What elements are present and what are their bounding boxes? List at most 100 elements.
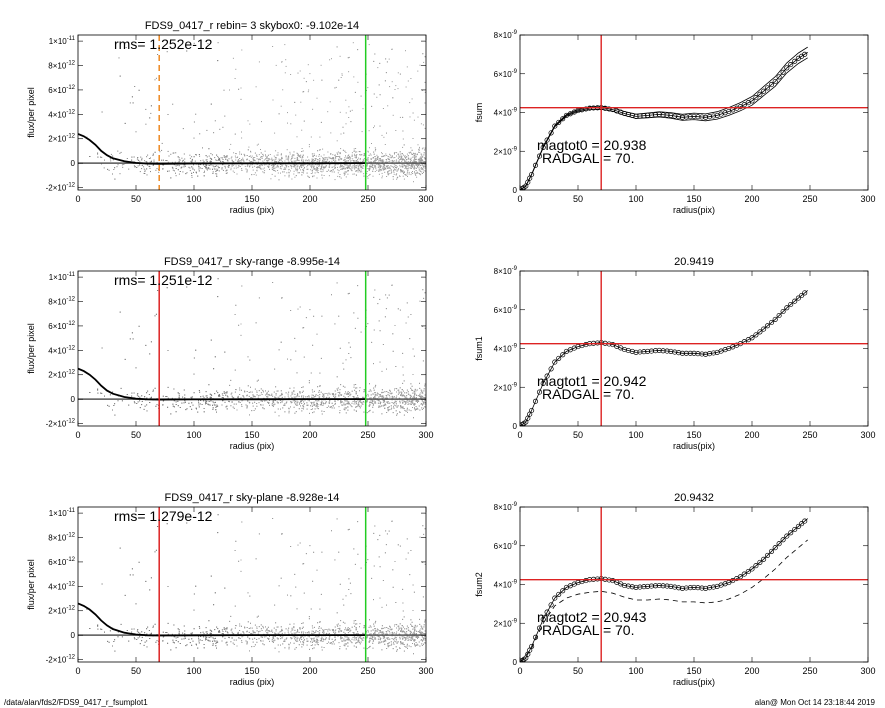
scatter-point (155, 405, 157, 407)
scatter-point (327, 151, 329, 153)
scatter-point (290, 165, 292, 167)
scatter-point (403, 172, 405, 174)
scatter-point (326, 157, 328, 158)
scatter-point (281, 160, 283, 162)
scatter-point (276, 165, 278, 167)
scatter-point (271, 173, 273, 175)
scatter-point (293, 390, 295, 392)
scatter-point (394, 400, 396, 402)
scatter-point (362, 108, 364, 110)
scatter-point (232, 170, 234, 172)
scatter-point (323, 175, 325, 176)
scatter-point (334, 394, 336, 396)
scatter-point (295, 167, 297, 169)
scatter-point (393, 170, 394, 172)
scatter-point (133, 401, 135, 403)
scatter-point (297, 154, 299, 156)
scatter-point (287, 358, 288, 360)
scatter-point (252, 395, 254, 397)
scatter-point (157, 54, 159, 55)
scatter-point (114, 178, 116, 180)
scatter-point (357, 317, 359, 319)
scatter-point (269, 168, 270, 170)
scatter-point (134, 402, 136, 404)
scatter-point (275, 386, 277, 388)
scatter-point (368, 405, 370, 407)
scatter-point (284, 168, 286, 170)
scatter-point (361, 402, 363, 404)
scatter-point (183, 389, 185, 391)
scatter-point (186, 408, 188, 410)
scatter-point (367, 161, 369, 163)
scatter-point (348, 292, 350, 294)
scatter-point (141, 157, 143, 159)
scatter-point (271, 167, 273, 169)
scatter-point (370, 397, 372, 399)
scatter-point (139, 407, 141, 409)
scatter-point (335, 157, 337, 159)
scatter-point (179, 159, 181, 161)
scatter-point (221, 161, 223, 162)
scatter-point (301, 395, 303, 397)
scatter-point (192, 167, 194, 169)
scatter-point (313, 155, 314, 157)
scatter-point (344, 173, 346, 175)
scatter-point (367, 87, 369, 89)
scatter-point (360, 95, 362, 97)
scatter-point (406, 153, 408, 155)
scatter-point (195, 407, 197, 409)
scatter-point (282, 89, 284, 91)
scatter-point (97, 153, 99, 155)
scatter-point (357, 397, 359, 399)
scatter-point (334, 397, 336, 399)
scatter-point (343, 172, 345, 174)
y-tick-label: 2×10-12 (48, 134, 75, 144)
scatter-point (390, 172, 392, 174)
scatter-point (272, 402, 274, 404)
scatter-point (354, 91, 356, 93)
scatter-point (408, 171, 410, 173)
scatter-point (345, 167, 347, 169)
scatter-point (301, 160, 302, 162)
scatter-point (191, 166, 193, 168)
scatter-point (300, 165, 302, 167)
scatter-point (177, 169, 179, 171)
scatter-point (334, 402, 336, 404)
scatter-point (390, 170, 392, 172)
scatter-point (393, 160, 395, 162)
scatter-point (385, 159, 387, 160)
scatter-point (385, 72, 387, 74)
scatter-point (363, 173, 365, 175)
scatter-point (394, 325, 396, 326)
scatter-point (287, 112, 288, 114)
scatter-point (286, 172, 288, 174)
scatter-point (406, 302, 408, 304)
scatter-point (392, 176, 394, 178)
scatter-point (170, 177, 172, 179)
scatter-point (97, 388, 99, 390)
scatter-point (376, 392, 378, 394)
scatter-point (156, 168, 158, 170)
scatter-point (387, 402, 389, 404)
scatter-point (275, 161, 277, 162)
scatter-point (382, 108, 384, 109)
scatter-point (404, 155, 406, 157)
scatter-point (420, 170, 421, 172)
scatter-point (319, 164, 321, 165)
scatter-point (292, 393, 294, 395)
scatter-point (389, 153, 391, 155)
scatter-point (144, 173, 146, 174)
scatter-point (417, 144, 419, 146)
scatter-point (214, 356, 216, 358)
scatter-point (312, 159, 314, 161)
y-tick-label: 6×10-12 (48, 85, 75, 95)
scatter-point (395, 174, 397, 176)
scatter-point (404, 165, 406, 167)
scatter-point (349, 404, 351, 406)
scatter-point (172, 103, 174, 105)
scatter-point (356, 387, 358, 389)
fsum-point (792, 58, 798, 64)
scatter-point (396, 170, 398, 172)
scatter-point (213, 166, 215, 168)
scatter-point (380, 169, 382, 170)
